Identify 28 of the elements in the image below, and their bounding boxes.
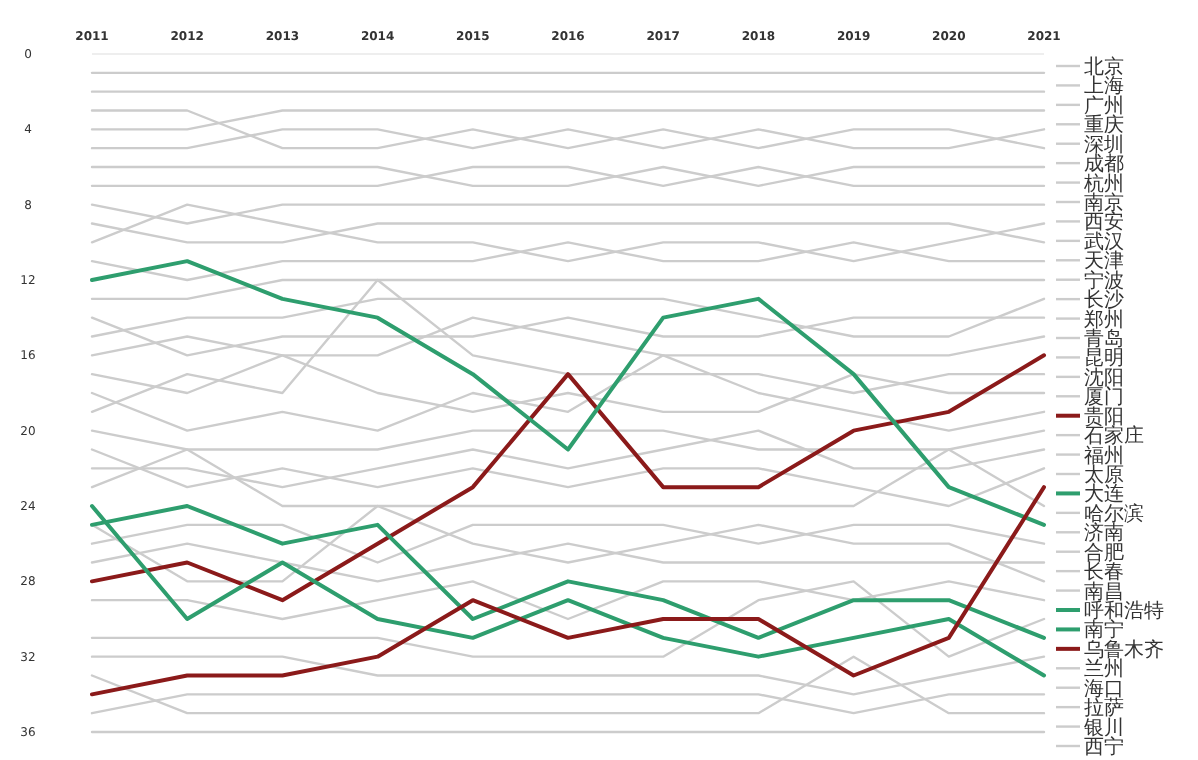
legend-label: 贵阳 bbox=[1084, 404, 1124, 429]
legend-label: 福州 bbox=[1084, 443, 1124, 468]
legend-label: 沈阳 bbox=[1084, 365, 1124, 390]
legend-label: 南昌 bbox=[1084, 579, 1124, 604]
line-series bbox=[90, 259, 1046, 527]
legend-label: 南京 bbox=[1084, 191, 1124, 215]
legend-label: 南宁 bbox=[1084, 618, 1124, 643]
legend-label: 哈尔滨 bbox=[1084, 501, 1144, 526]
legend-label: 呼和浩特 bbox=[1084, 599, 1164, 623]
legend-label: 宁波 bbox=[1084, 268, 1124, 293]
legend-label: 杭州 bbox=[1082, 171, 1124, 196]
legend-label: 济南 bbox=[1084, 521, 1124, 546]
line-series bbox=[90, 485, 1046, 697]
legend-label: 大连 bbox=[1084, 482, 1124, 507]
legend-label: 青岛 bbox=[1084, 327, 1124, 351]
line-series bbox=[90, 580, 1046, 658]
legend-label: 合肥 bbox=[1084, 540, 1124, 565]
legend-label: 兰州 bbox=[1084, 657, 1124, 682]
legend-label: 西宁 bbox=[1084, 735, 1124, 759]
line-series bbox=[90, 504, 1046, 678]
legend-label: 乌鲁木齐 bbox=[1084, 637, 1164, 662]
line-series bbox=[90, 353, 1046, 603]
legend-label: 海口 bbox=[1084, 676, 1124, 701]
legend-label: 深圳 bbox=[1084, 132, 1124, 157]
legend-label: 郑州 bbox=[1084, 307, 1124, 332]
legend-label: 银川 bbox=[1082, 715, 1124, 740]
legend-label: 北京 bbox=[1084, 55, 1124, 79]
legend-label: 太原 bbox=[1084, 463, 1124, 487]
